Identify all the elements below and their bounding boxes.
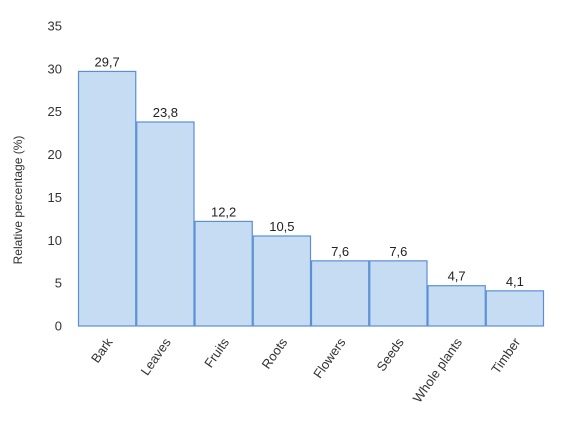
x-tick-label: Whole plants <box>410 335 466 406</box>
bar-whole-plants <box>427 285 486 327</box>
data-label: 23,8 <box>153 105 178 120</box>
y-axis-label: Relative percentage (%) <box>11 136 25 265</box>
y-tick-label: 35 <box>48 19 62 34</box>
x-tick-label: Bark <box>88 335 116 366</box>
x-tick-label: Roots <box>259 335 291 372</box>
y-tick-label: 30 <box>48 61 62 76</box>
data-label: 7,6 <box>331 244 349 259</box>
x-tick-label: Seeds <box>373 335 407 374</box>
x-tick-label: Timber <box>488 335 524 377</box>
bar-seeds <box>369 260 428 327</box>
x-tick-label: Leaves <box>137 335 174 378</box>
bar-roots <box>252 235 312 327</box>
data-label: 7,6 <box>389 244 407 259</box>
bar-timber <box>485 290 545 327</box>
y-tick-label: 0 <box>55 319 62 334</box>
y-tick-label: 20 <box>48 147 62 162</box>
x-tick-label: Fruits <box>201 335 232 371</box>
y-tick-label: 5 <box>55 276 62 291</box>
y-tick-label: 25 <box>48 104 62 119</box>
bar-leaves <box>136 121 195 327</box>
bar-fruits <box>194 220 253 327</box>
y-tick-label: 15 <box>48 190 62 205</box>
bar-bark <box>77 70 137 327</box>
data-label: 4,1 <box>506 274 524 289</box>
bar-flowers <box>310 260 370 327</box>
y-tick-label: 10 <box>48 233 62 248</box>
data-label: 29,7 <box>94 54 119 69</box>
data-label: 12,2 <box>211 204 236 219</box>
data-label: 10,5 <box>269 219 294 234</box>
data-label: 4,7 <box>448 269 466 284</box>
x-tick-label: Flowers <box>310 335 349 381</box>
